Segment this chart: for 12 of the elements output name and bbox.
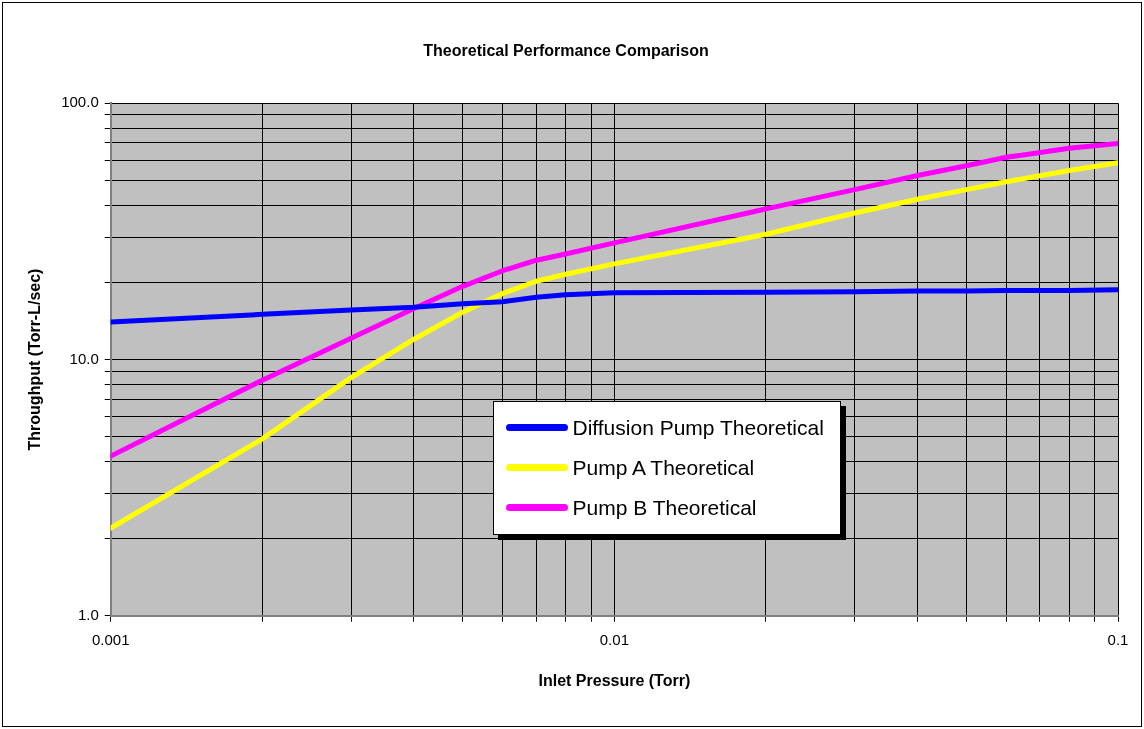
- y-tick-label: 1.0: [77, 605, 99, 623]
- y-tick-label: 10.0: [69, 349, 99, 367]
- legend-label: Pump A Theoretical: [572, 455, 755, 480]
- x-tick-label: 0.001: [91, 630, 130, 648]
- x-tick-label: 0.1: [1107, 630, 1129, 648]
- x-tick-label: 0.01: [599, 630, 629, 648]
- y-axis-title: Throughput (Torr-L/sec): [26, 268, 44, 451]
- x-axis-title: Inlet Pressure (Torr): [538, 671, 691, 689]
- legend-label: Pump B Theoretical: [572, 495, 757, 520]
- legend-label: Diffusion Pump Theoretical: [572, 415, 824, 440]
- chart-title: Theoretical Performance Comparison: [423, 42, 709, 60]
- y-tick-label: 100.0: [61, 93, 99, 111]
